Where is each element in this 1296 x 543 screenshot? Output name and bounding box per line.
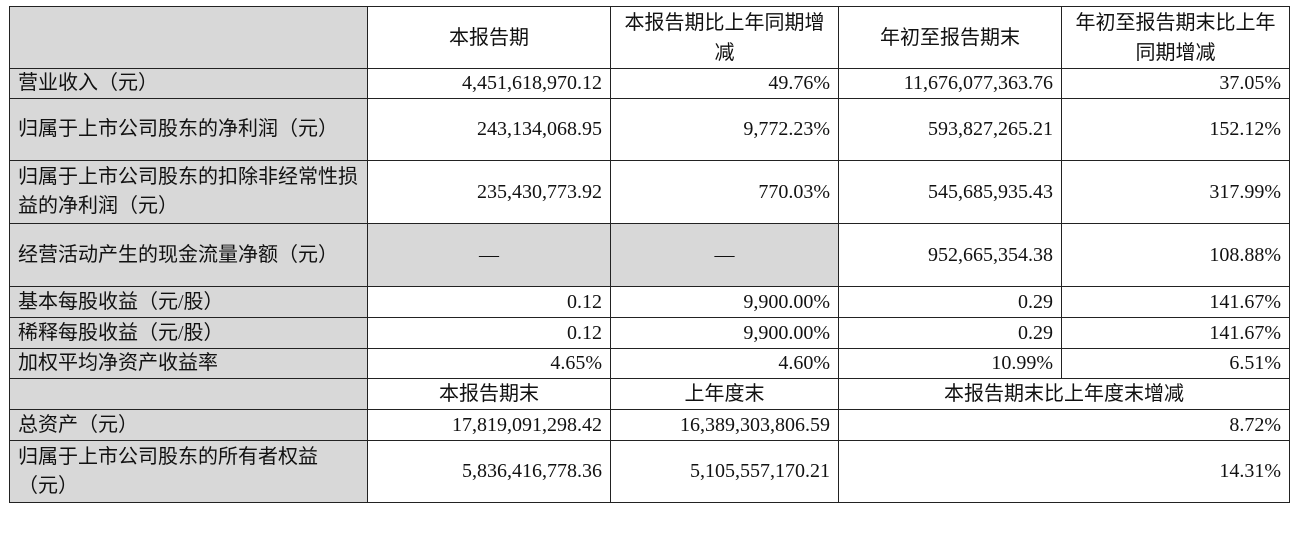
row-label: 经营活动产生的现金流量净额（元） xyxy=(9,223,368,287)
cell-period-end-change: 8.72% xyxy=(838,409,1290,441)
cell-current-period: 235,430,773.92 xyxy=(367,160,611,224)
cell-current-period-yoy: 4.60% xyxy=(610,348,839,379)
cell-year-to-date-yoy: 152.12% xyxy=(1061,98,1290,161)
cell-prior-year-end: 16,389,303,806.59 xyxy=(610,409,839,441)
table-row: 总资产（元） 17,819,091,298.42 16,389,303,806.… xyxy=(9,409,1290,441)
cell-year-to-date: 952,665,354.38 xyxy=(838,223,1062,287)
header-year-to-date: 年初至报告期末 xyxy=(838,6,1062,69)
table-row: 归属于上市公司股东的所有者权益（元） 5,836,416,778.36 5,10… xyxy=(9,440,1290,503)
cell-prior-year-end: 5,105,557,170.21 xyxy=(610,440,839,503)
table-row: 经营活动产生的现金流量净额（元） — — 952,665,354.38 108.… xyxy=(9,223,1290,287)
cell-current-period-yoy: 49.76% xyxy=(610,68,839,99)
header-current-period: 本报告期 xyxy=(367,6,611,69)
table-row: 归属于上市公司股东的扣除非经常性损益的净利润（元） 235,430,773.92… xyxy=(9,160,1290,224)
cell-current-period: 0.12 xyxy=(367,286,611,318)
cell-current-period: 243,134,068.95 xyxy=(367,98,611,161)
cell-year-to-date-yoy: 141.67% xyxy=(1061,286,1290,318)
header-current-period-yoy: 本报告期比上年同期增减 xyxy=(610,6,839,69)
cell-current-period: 4,451,618,970.12 xyxy=(367,68,611,99)
cell-year-to-date: 593,827,265.21 xyxy=(838,98,1062,161)
header-row: 本报告期 本报告期比上年同期增减 年初至报告期末 年初至报告期末比上年同期增减 xyxy=(9,6,1290,69)
header-row-2: 本报告期末 上年度末 本报告期末比上年度末增减 xyxy=(9,378,1290,410)
cell-year-to-date: 545,685,935.43 xyxy=(838,160,1062,224)
cell-year-to-date: 0.29 xyxy=(838,286,1062,318)
row-label: 营业收入（元） xyxy=(9,68,368,99)
cell-current-period-yoy: 9,900.00% xyxy=(610,286,839,318)
header2-blank-cell xyxy=(9,378,368,410)
row-label: 归属于上市公司股东的所有者权益（元） xyxy=(9,440,368,503)
header-period-end-change: 本报告期末比上年度末增减 xyxy=(838,378,1290,410)
table-row: 基本每股收益（元/股） 0.12 9,900.00% 0.29 141.67% xyxy=(9,286,1290,318)
cell-current-period-yoy: 770.03% xyxy=(610,160,839,224)
row-label: 归属于上市公司股东的扣除非经常性损益的净利润（元） xyxy=(9,160,368,224)
financial-summary-table: 本报告期 本报告期比上年同期增减 年初至报告期末 年初至报告期末比上年同期增减 … xyxy=(9,6,1290,503)
row-label: 基本每股收益（元/股） xyxy=(9,286,368,318)
cell-year-to-date-yoy: 37.05% xyxy=(1061,68,1290,99)
cell-period-end-change: 14.31% xyxy=(838,440,1290,503)
header-period-end: 本报告期末 xyxy=(367,378,611,410)
cell-year-to-date-yoy: 108.88% xyxy=(1061,223,1290,287)
table-row: 营业收入（元） 4,451,618,970.12 49.76% 11,676,0… xyxy=(9,68,1290,99)
cell-year-to-date-yoy: 6.51% xyxy=(1061,348,1290,379)
row-label: 归属于上市公司股东的净利润（元） xyxy=(9,98,368,161)
cell-current-period: 4.65% xyxy=(367,348,611,379)
row-label: 加权平均净资产收益率 xyxy=(9,348,368,379)
table-row: 稀释每股收益（元/股） 0.12 9,900.00% 0.29 141.67% xyxy=(9,317,1290,349)
table-row: 加权平均净资产收益率 4.65% 4.60% 10.99% 6.51% xyxy=(9,348,1290,379)
cell-year-to-date: 0.29 xyxy=(838,317,1062,349)
row-label: 稀释每股收益（元/股） xyxy=(9,317,368,349)
table-row: 归属于上市公司股东的净利润（元） 243,134,068.95 9,772.23… xyxy=(9,98,1290,161)
cell-year-to-date-yoy: 317.99% xyxy=(1061,160,1290,224)
header-year-to-date-yoy: 年初至报告期末比上年同期增减 xyxy=(1061,6,1290,69)
cell-current-period-yoy: 9,772.23% xyxy=(610,98,839,161)
cell-current-period: 0.12 xyxy=(367,317,611,349)
header-blank-cell xyxy=(9,6,368,69)
cell-year-to-date: 10.99% xyxy=(838,348,1062,379)
cell-current-period: — xyxy=(367,223,611,287)
cell-year-to-date: 11,676,077,363.76 xyxy=(838,68,1062,99)
cell-period-end: 17,819,091,298.42 xyxy=(367,409,611,441)
header-prior-year-end: 上年度末 xyxy=(610,378,839,410)
row-label: 总资产（元） xyxy=(9,409,368,441)
cell-current-period-yoy: — xyxy=(610,223,839,287)
cell-period-end: 5,836,416,778.36 xyxy=(367,440,611,503)
cell-current-period-yoy: 9,900.00% xyxy=(610,317,839,349)
cell-year-to-date-yoy: 141.67% xyxy=(1061,317,1290,349)
